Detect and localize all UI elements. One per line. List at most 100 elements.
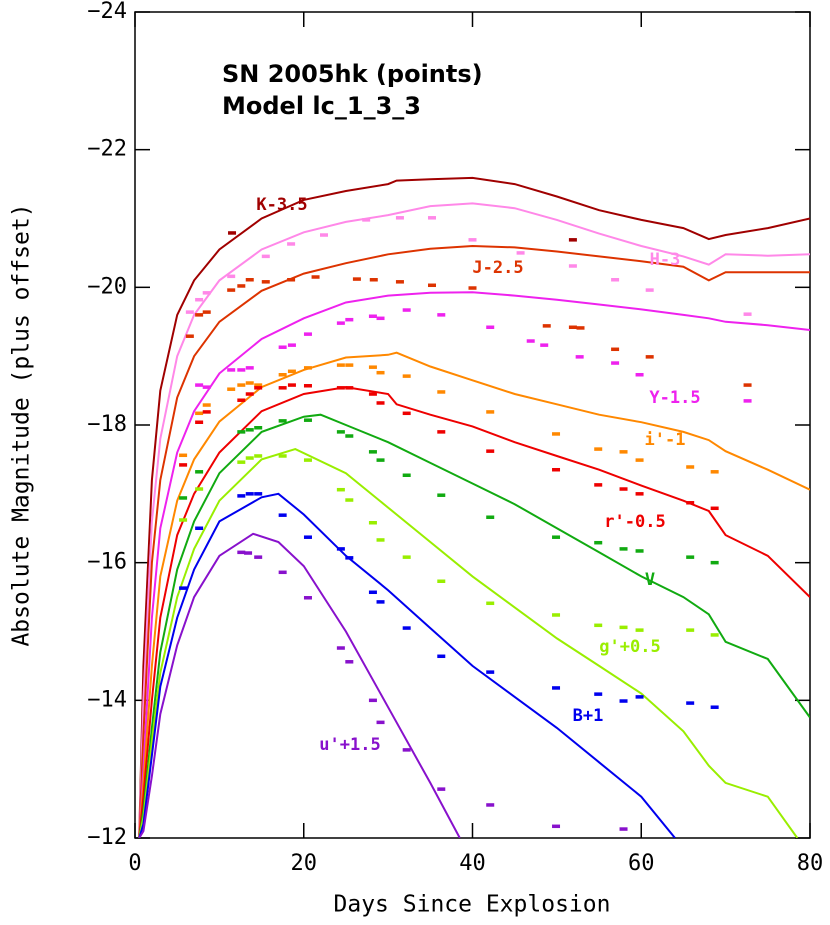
- data-point: [254, 454, 263, 458]
- data-point: [278, 570, 287, 575]
- data-point: [611, 347, 620, 352]
- data-point: [635, 373, 644, 377]
- data-point: [254, 492, 263, 496]
- data-point: [368, 590, 377, 595]
- series-label: Y-1.5: [649, 388, 700, 408]
- data-point: [195, 411, 204, 416]
- data-point: [261, 280, 270, 284]
- data-point: [237, 494, 246, 498]
- data-point: [619, 450, 628, 454]
- data-point: [376, 720, 385, 725]
- data-point: [278, 454, 287, 458]
- annotation: Model lc_1_3_3: [222, 92, 421, 120]
- series-label: K-3.5: [256, 195, 307, 215]
- data-point: [402, 411, 411, 416]
- data-point: [336, 646, 345, 650]
- data-point: [202, 410, 211, 414]
- data-point: [542, 324, 551, 328]
- data-point: [645, 355, 654, 359]
- data-point: [710, 506, 719, 511]
- data-point: [552, 535, 561, 539]
- data-point: [237, 430, 246, 434]
- data-point: [437, 787, 446, 791]
- data-point: [254, 555, 263, 559]
- data-point: [245, 366, 254, 370]
- data-point: [195, 297, 204, 302]
- data-point: [635, 549, 644, 553]
- data-point: [345, 363, 354, 367]
- data-point: [195, 470, 204, 474]
- data-point: [552, 467, 561, 472]
- model-line: [138, 413, 810, 838]
- data-point: [568, 238, 577, 242]
- series-label: r'-0.5: [604, 512, 665, 532]
- data-point: [278, 345, 287, 349]
- data-point: [345, 660, 354, 664]
- data-point: [437, 430, 446, 434]
- data-point: [486, 325, 495, 330]
- data-point: [345, 556, 354, 560]
- data-point: [594, 540, 603, 545]
- series-label: i'-1: [645, 430, 686, 450]
- data-point: [245, 392, 254, 396]
- data-point: [743, 399, 752, 403]
- x-tick-label: 0: [128, 851, 141, 876]
- data-point: [287, 383, 296, 387]
- data-point: [362, 218, 371, 222]
- data-point: [278, 386, 287, 390]
- model-line: [138, 492, 676, 838]
- data-point: [376, 316, 385, 321]
- annotation: SN 2005hk (points): [222, 60, 483, 88]
- data-point: [261, 254, 270, 259]
- x-tick-label: 20: [291, 851, 318, 876]
- model-line: [138, 176, 810, 838]
- data-point: [540, 343, 549, 347]
- plot-area: [138, 176, 810, 838]
- data-point: [710, 560, 719, 565]
- data-point: [303, 596, 312, 600]
- data-point: [336, 547, 345, 551]
- data-point: [710, 705, 719, 709]
- data-point: [743, 383, 752, 387]
- data-point: [552, 686, 561, 690]
- data-point: [395, 216, 404, 220]
- data-point: [228, 231, 237, 235]
- data-point: [437, 654, 446, 659]
- data-point: [311, 275, 320, 279]
- data-point: [336, 386, 345, 390]
- model-line: [138, 291, 810, 838]
- data-point: [227, 387, 236, 391]
- data-point: [369, 278, 378, 282]
- data-point: [486, 515, 495, 519]
- data-point: [594, 447, 603, 451]
- data-point: [303, 332, 312, 336]
- data-point: [635, 628, 644, 632]
- data-point: [237, 383, 246, 387]
- y-tick-label: −20: [87, 274, 127, 299]
- data-point: [254, 383, 263, 387]
- x-tick-label: 60: [628, 851, 655, 876]
- data-point: [395, 280, 404, 284]
- data-point: [179, 463, 188, 467]
- data-point: [195, 383, 204, 387]
- series-label: B+1: [573, 706, 604, 726]
- data-point: [437, 390, 446, 394]
- data-point: [245, 428, 254, 432]
- data-point: [278, 419, 287, 423]
- data-point: [686, 701, 695, 705]
- data-point: [195, 526, 204, 530]
- data-point: [336, 321, 345, 325]
- data-point: [345, 386, 354, 390]
- y-tick-label: −22: [87, 137, 127, 162]
- model-line: [138, 244, 810, 838]
- data-point: [619, 699, 628, 703]
- data-point: [185, 310, 194, 314]
- data-point: [486, 410, 495, 414]
- data-point: [743, 312, 752, 316]
- data-point: [619, 487, 628, 491]
- data-point: [686, 628, 695, 632]
- data-point: [552, 432, 561, 436]
- data-point: [402, 626, 411, 630]
- data-point: [320, 233, 328, 237]
- series-label: V: [645, 570, 655, 590]
